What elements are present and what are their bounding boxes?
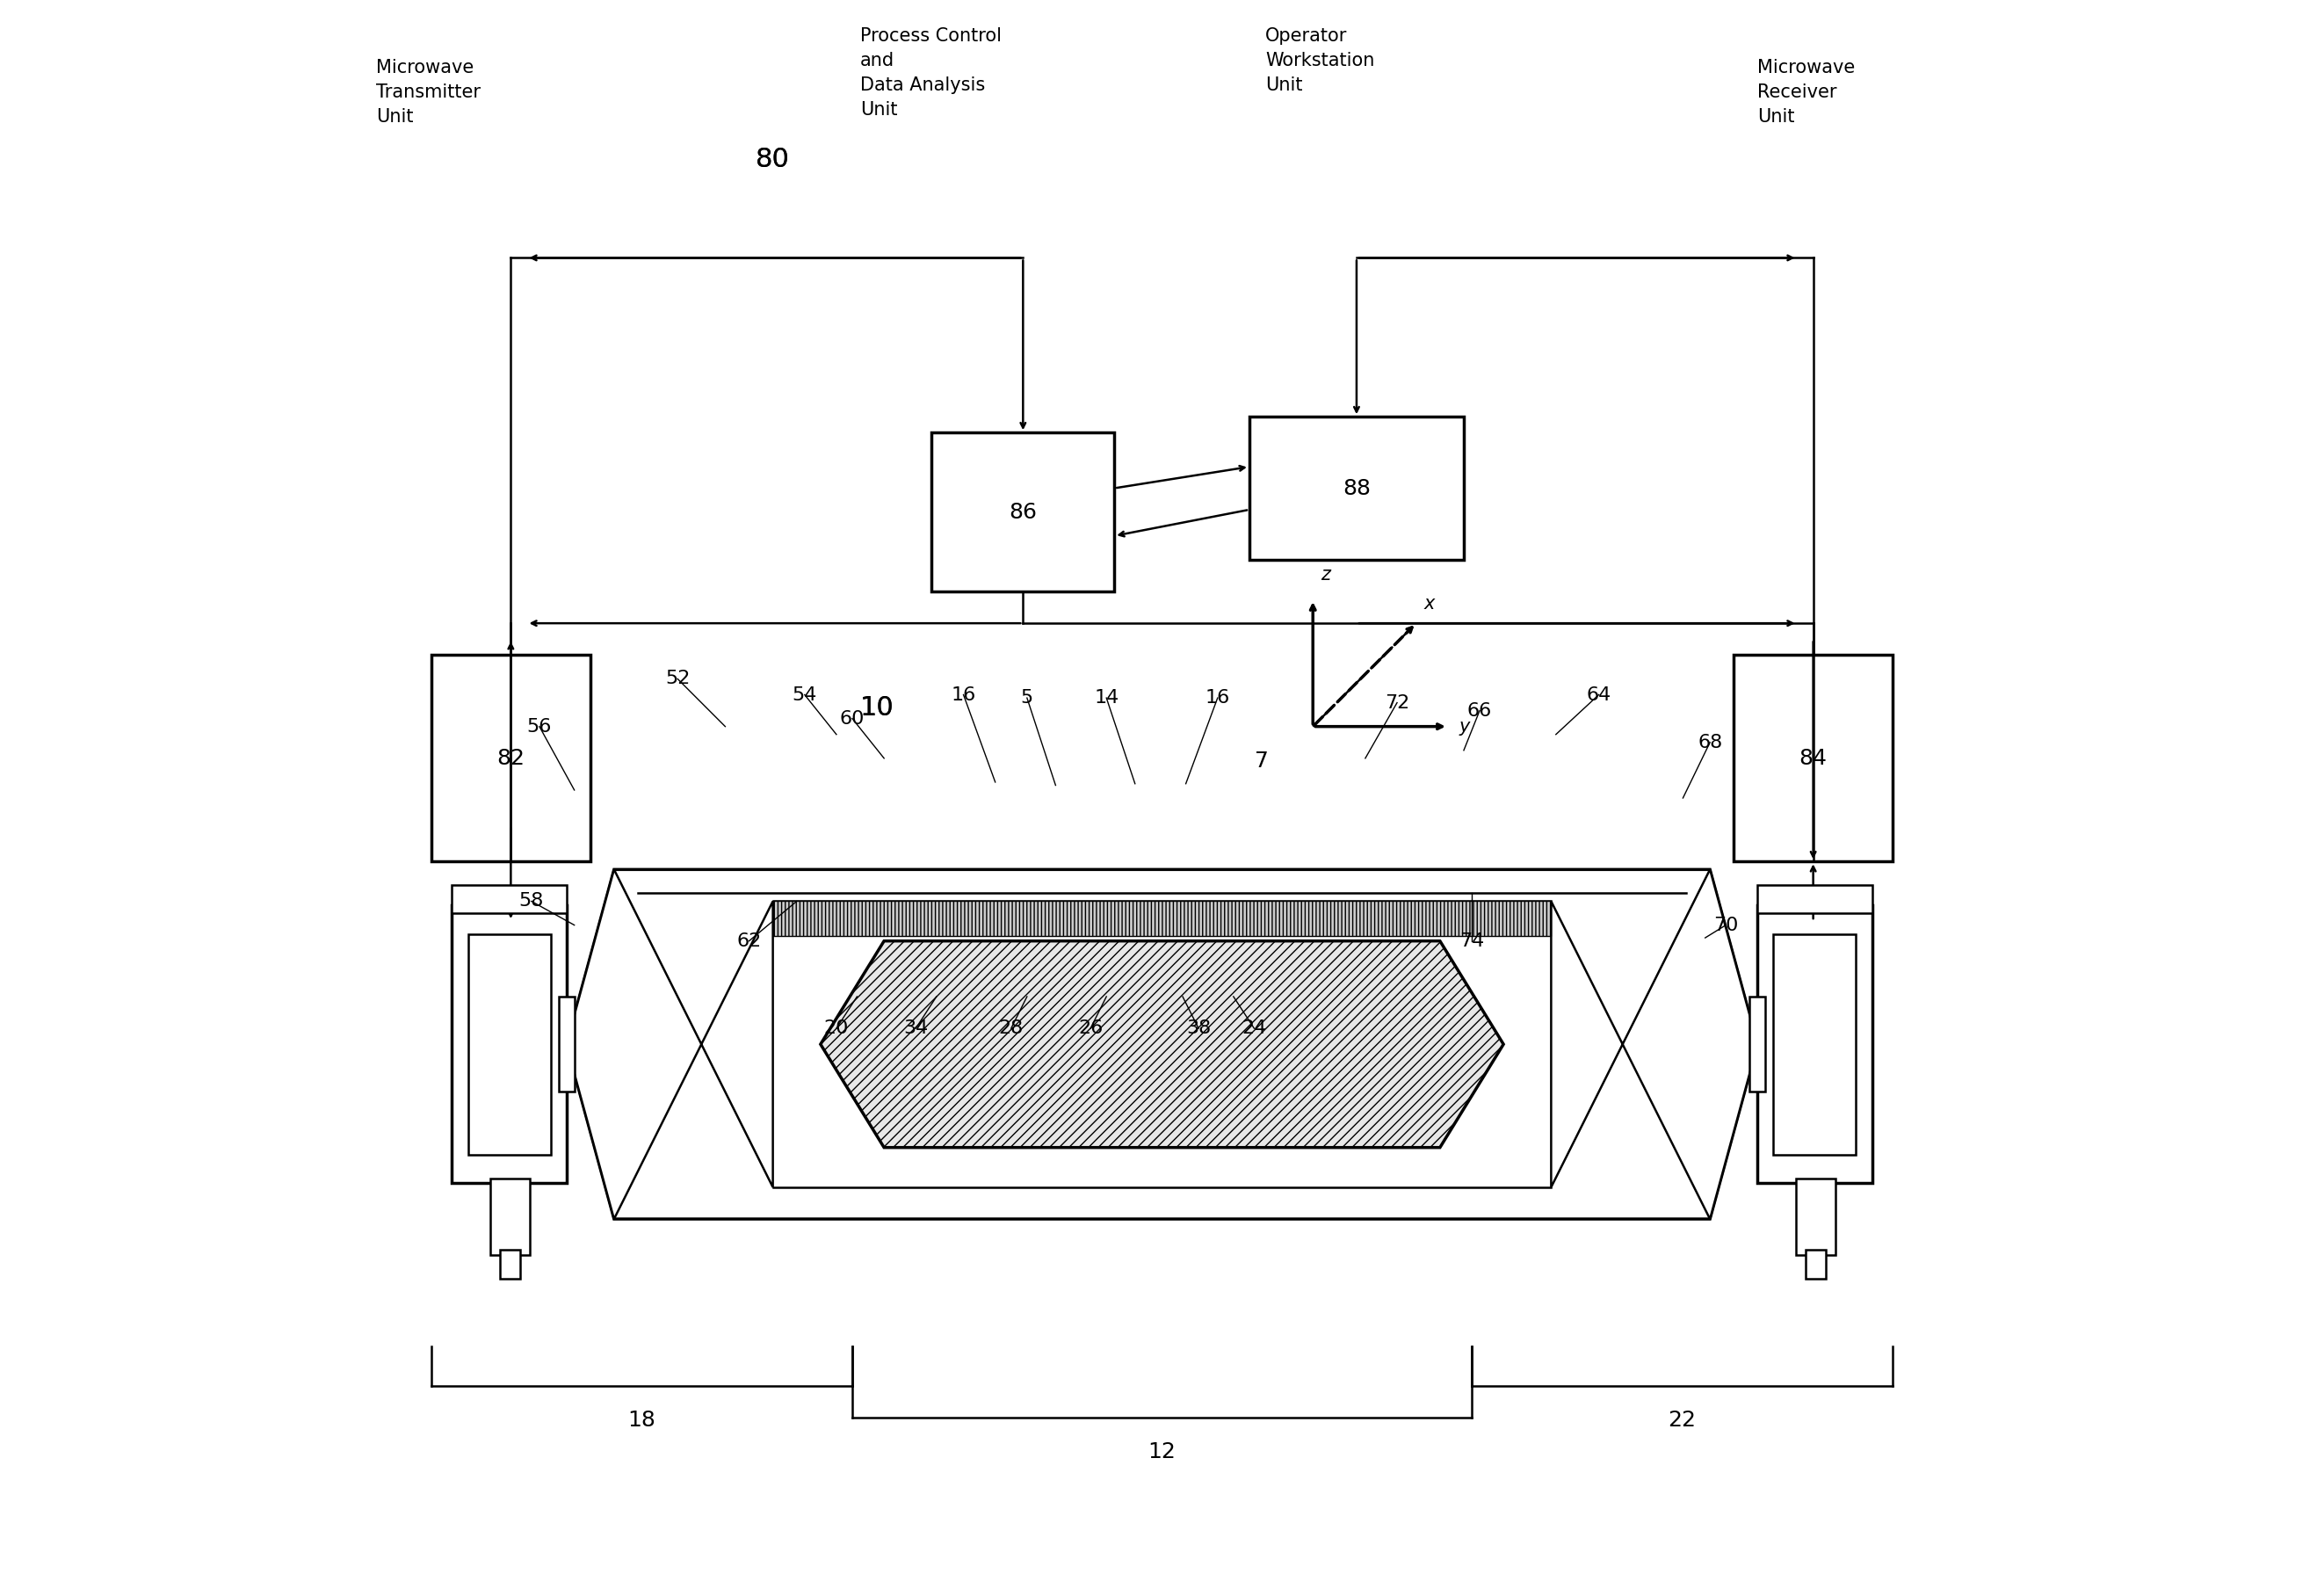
- Text: Microwave
Transmitter
Unit: Microwave Transmitter Unit: [376, 59, 481, 126]
- Bar: [774, 902, 1550, 937]
- Text: 7: 7: [1255, 750, 1269, 771]
- Text: 54: 54: [792, 686, 818, 704]
- Bar: [432, 654, 590, 862]
- Text: 84: 84: [1799, 749, 1827, 769]
- Text: 22: 22: [1669, 1409, 1697, 1430]
- Text: 24: 24: [1241, 1020, 1267, 1037]
- Text: 20: 20: [825, 1020, 848, 1037]
- Text: 62: 62: [737, 932, 762, 950]
- Text: 12: 12: [1148, 1441, 1176, 1462]
- Text: 74: 74: [1459, 932, 1485, 950]
- Text: 60: 60: [839, 710, 865, 728]
- Text: 28: 28: [999, 1020, 1023, 1037]
- Bar: [453, 905, 567, 1183]
- Bar: [1757, 884, 1871, 913]
- Bar: [1250, 417, 1464, 560]
- Text: y: y: [1459, 718, 1469, 736]
- Text: 14: 14: [1095, 689, 1118, 707]
- Bar: [932, 433, 1113, 592]
- Text: Operator
Workstation
Unit: Operator Workstation Unit: [1264, 27, 1373, 94]
- Text: 80: 80: [755, 147, 790, 172]
- Text: 86: 86: [1009, 501, 1037, 522]
- Bar: [500, 1250, 521, 1278]
- Bar: [1773, 934, 1857, 1154]
- Bar: [1806, 1250, 1827, 1278]
- Polygon shape: [820, 942, 1504, 1148]
- Text: 82: 82: [497, 749, 525, 769]
- Text: x: x: [1425, 595, 1434, 613]
- Text: Process Control
and
Data Analysis
Unit: Process Control and Data Analysis Unit: [860, 27, 1002, 118]
- Text: 80: 80: [755, 147, 790, 172]
- Text: 56: 56: [528, 718, 551, 736]
- Text: 68: 68: [1697, 734, 1722, 752]
- Text: 38: 38: [1185, 1020, 1211, 1037]
- Bar: [1796, 1178, 1836, 1254]
- Bar: [1734, 654, 1892, 862]
- Text: z: z: [1320, 567, 1332, 584]
- Polygon shape: [567, 870, 774, 1219]
- Text: 34: 34: [904, 1020, 927, 1037]
- Text: 72: 72: [1385, 694, 1408, 712]
- Bar: [1757, 905, 1871, 1183]
- Text: 16: 16: [951, 686, 976, 704]
- Text: 18: 18: [627, 1409, 655, 1430]
- Text: 64: 64: [1587, 686, 1611, 704]
- Bar: [467, 934, 551, 1154]
- Polygon shape: [1550, 870, 1757, 1219]
- Text: 10: 10: [860, 694, 895, 720]
- Text: 26: 26: [1078, 1020, 1104, 1037]
- Text: 10: 10: [860, 694, 895, 720]
- Text: 5: 5: [1020, 689, 1034, 707]
- Text: 52: 52: [665, 670, 690, 688]
- Text: 16: 16: [1206, 689, 1229, 707]
- Bar: [490, 1178, 530, 1254]
- Text: 66: 66: [1466, 702, 1492, 720]
- Bar: [453, 884, 567, 913]
- Text: 70: 70: [1713, 916, 1738, 934]
- Text: Microwave
Receiver
Unit: Microwave Receiver Unit: [1757, 59, 1855, 126]
- Text: 88: 88: [1343, 477, 1371, 500]
- Bar: [558, 996, 574, 1092]
- Bar: [1750, 996, 1766, 1092]
- Text: 58: 58: [518, 892, 544, 910]
- Polygon shape: [567, 870, 1757, 1219]
